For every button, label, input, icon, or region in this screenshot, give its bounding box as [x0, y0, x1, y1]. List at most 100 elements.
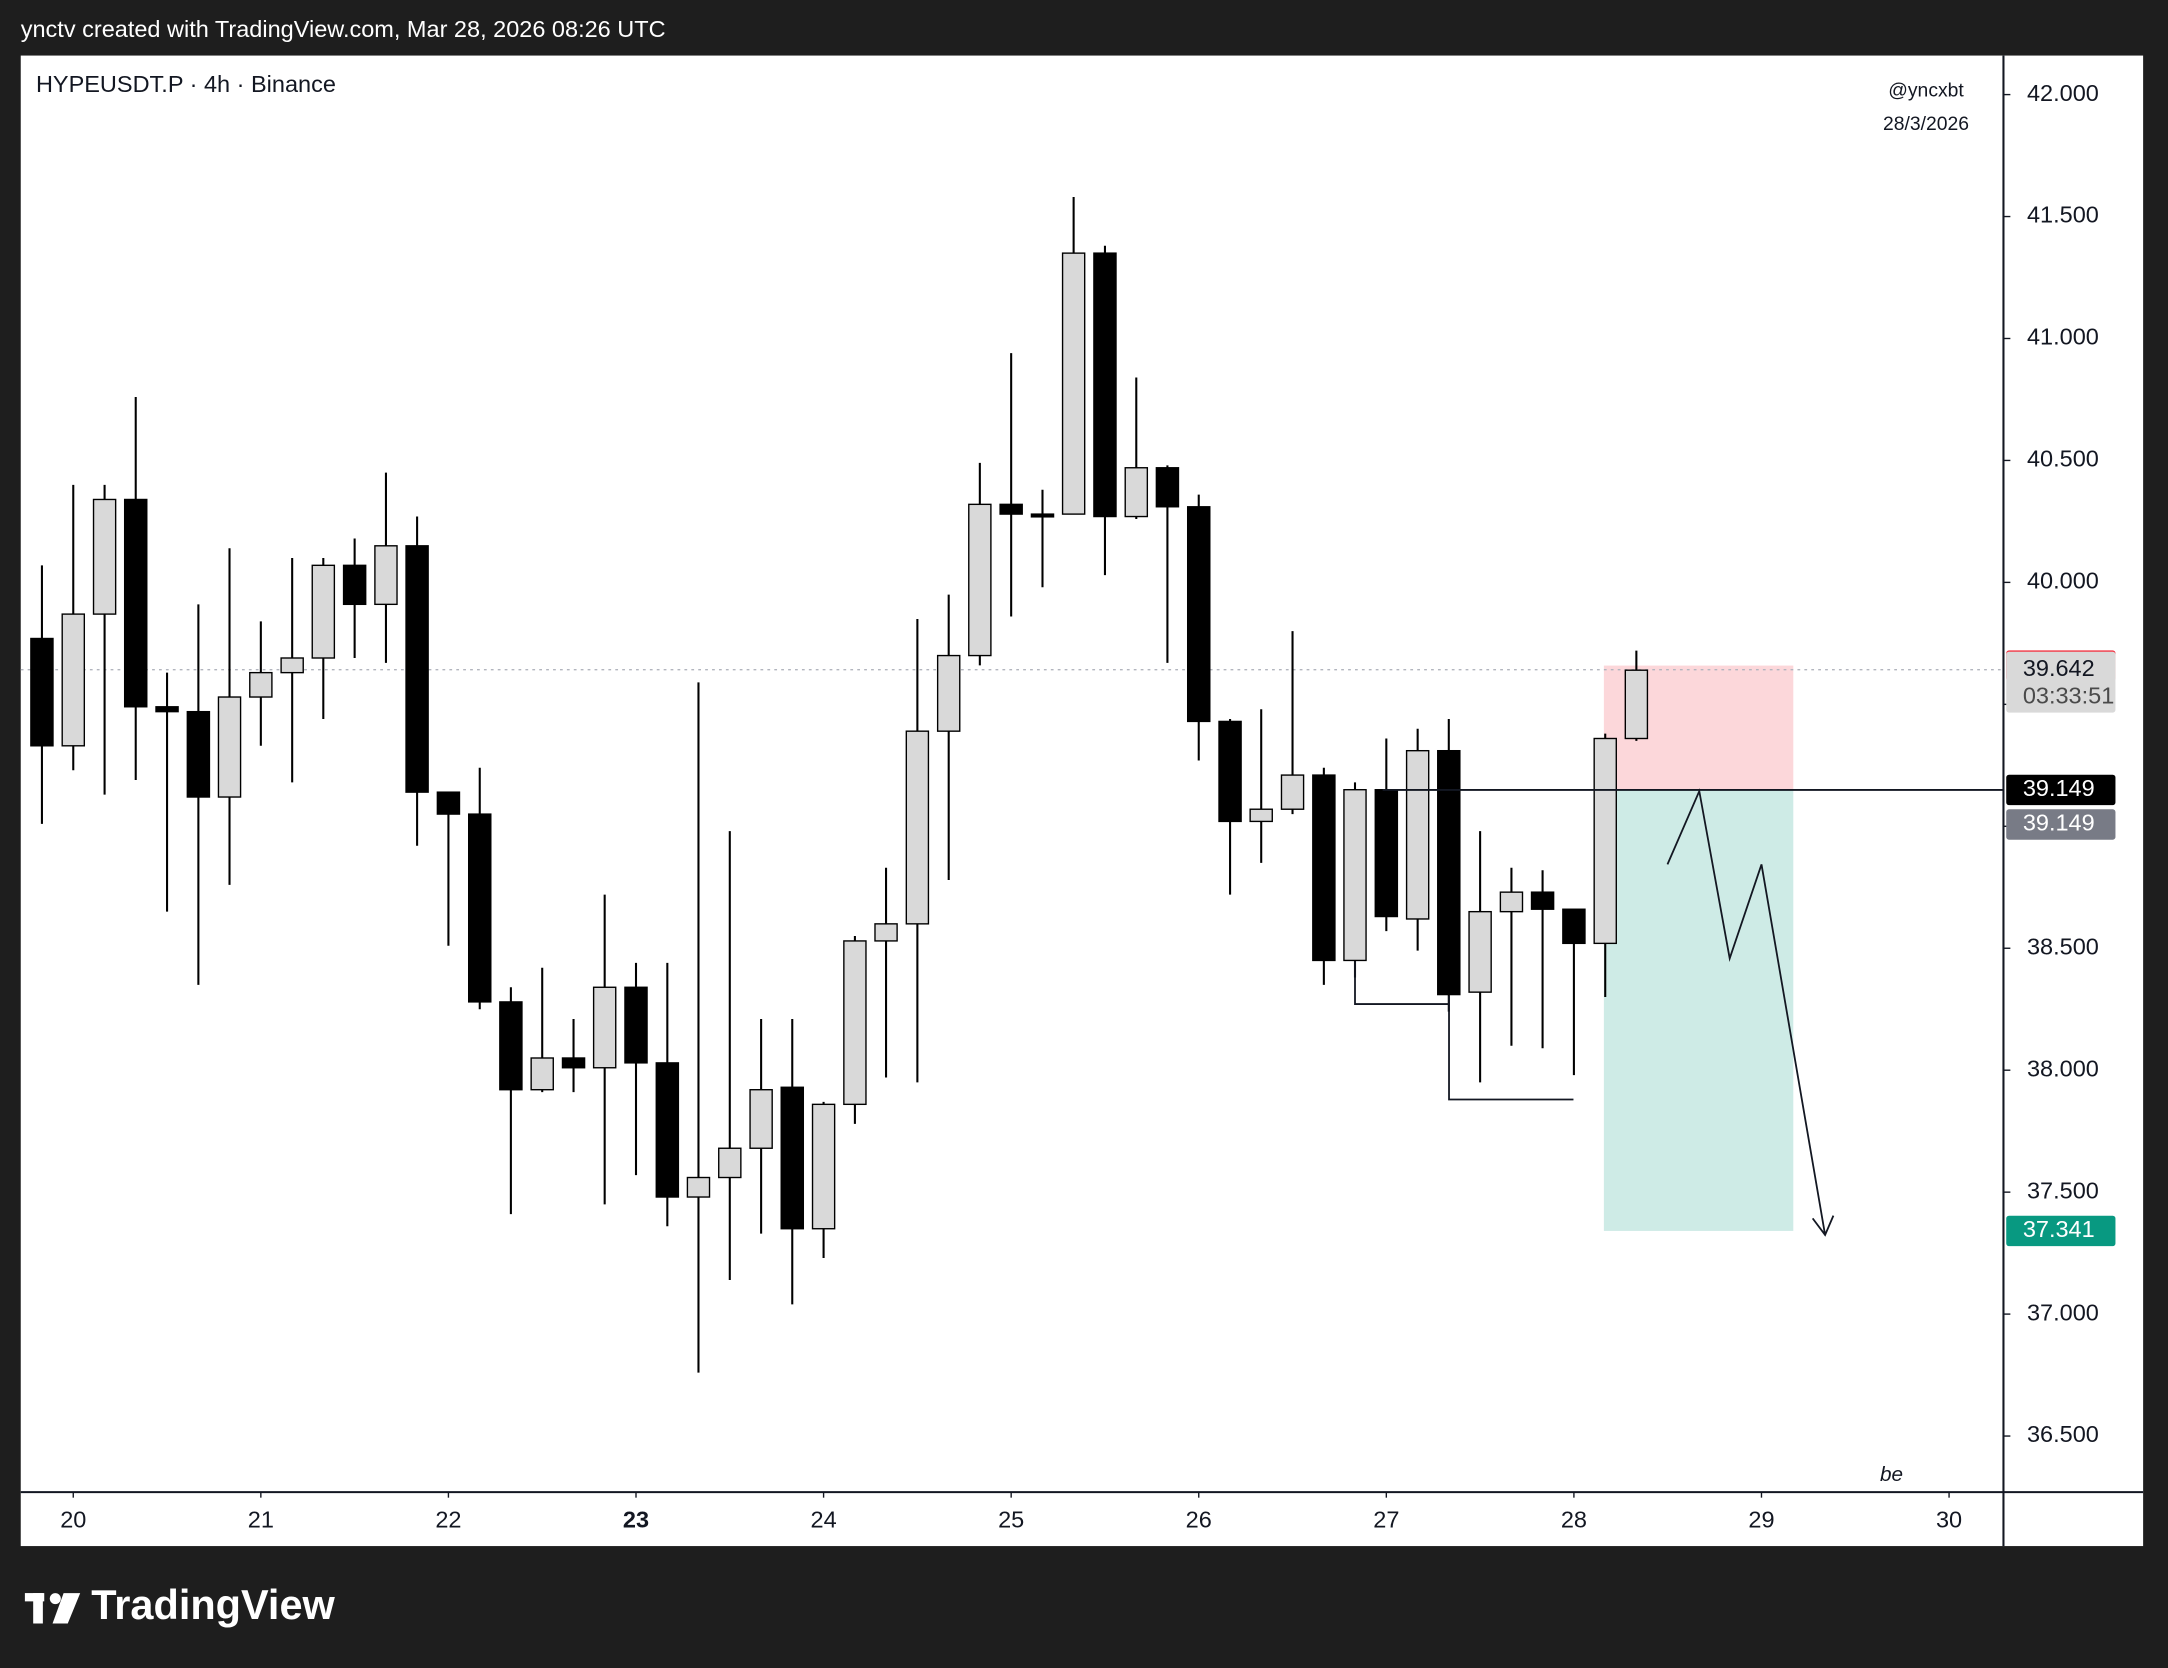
- candle-body: [1312, 774, 1336, 962]
- candle-body: [405, 545, 429, 793]
- candle-body: [1343, 789, 1367, 962]
- candle-body: [92, 498, 117, 615]
- candle-body: [1218, 720, 1242, 823]
- y-tick-label: 36.500: [2027, 1421, 2099, 1447]
- candle-body: [936, 654, 961, 732]
- candle-body: [1624, 669, 1649, 740]
- target-label: 37.341: [2023, 1216, 2095, 1242]
- candle-body: [1093, 252, 1117, 518]
- candle-body: [686, 1176, 711, 1198]
- logo-shape: [49, 1593, 61, 1605]
- candle-body: [1280, 774, 1305, 810]
- candle-body: [342, 564, 367, 606]
- logo-shape: [52, 1593, 81, 1624]
- current-price-label: 39.642: [2023, 655, 2095, 681]
- date: 28/3/2026: [1883, 113, 1969, 135]
- candle-body: [186, 710, 211, 798]
- candle-body: [1593, 737, 1617, 945]
- candle-body: [217, 696, 242, 798]
- support-line: [1354, 961, 1450, 1005]
- brand-logo: [24, 1593, 81, 1624]
- candle-body: [1061, 252, 1086, 515]
- candle-body: [968, 503, 992, 657]
- current-price-box: [2006, 651, 2116, 713]
- candle-body: [1405, 749, 1430, 920]
- x-tick-label: 20: [60, 1506, 86, 1532]
- annotation: be: [1880, 1463, 1903, 1486]
- candle-body: [718, 1147, 742, 1179]
- y-tick-label: 37.000: [2027, 1299, 2099, 1325]
- y-tick-label: 37.500: [2027, 1177, 2099, 1203]
- y-tick-label: 38.500: [2027, 933, 2099, 959]
- entry-label: 39.149: [2023, 775, 2095, 801]
- x-tick-label: 30: [1936, 1506, 1962, 1532]
- candle-body: [1249, 808, 1273, 823]
- candle-body: [1437, 749, 1461, 996]
- support-line: [1448, 995, 1574, 1101]
- candle-body: [655, 1062, 680, 1198]
- caption: ynctv created with TradingView.com, Mar …: [21, 16, 666, 42]
- candle-body: [436, 791, 461, 815]
- countdown: 03:33:51: [2023, 683, 2114, 709]
- x-tick-label: 26: [1186, 1506, 1212, 1532]
- x-tick-label: 21: [248, 1506, 274, 1532]
- candle-body: [1468, 910, 1492, 993]
- candle-body: [1562, 908, 1586, 945]
- plot: 36.50037.00037.50038.00038.50039.00039.5…: [20, 80, 2116, 1532]
- entry-label-secondary-box: [2006, 809, 2116, 840]
- y-tick-label: 38.000: [2027, 1055, 2099, 1081]
- brand: TradingView: [91, 1581, 335, 1628]
- projection-path: [1666, 788, 1826, 1236]
- candle-body: [843, 940, 867, 1106]
- candle-body: [624, 986, 648, 1064]
- candle-body: [155, 706, 179, 713]
- target-label-box: [2006, 1215, 2116, 1247]
- author: @yncxbt: [1888, 80, 1964, 102]
- candle-body: [530, 1057, 554, 1091]
- x-tick-label: 28: [1561, 1506, 1587, 1532]
- candle-body: [1499, 891, 1524, 913]
- candle-body: [561, 1057, 586, 1069]
- candle-body: [905, 730, 930, 925]
- symbol-title: HYPEUSDT.P · 4h · Binance: [36, 71, 336, 97]
- y-tick-label: 42.000: [2027, 80, 2099, 106]
- candle-body: [374, 545, 398, 606]
- y-tick-label: 40.500: [2027, 446, 2099, 472]
- candle-body: [280, 657, 304, 674]
- y-tick-label: 41.000: [2027, 324, 2099, 350]
- candle-body: [61, 613, 86, 747]
- target-zone: [1603, 789, 1794, 1231]
- x-tick-label: 27: [1373, 1506, 1399, 1532]
- candle-body: [1530, 891, 1555, 910]
- candle-body: [311, 564, 336, 659]
- candle-body: [874, 923, 898, 942]
- x-tick-label: 23: [623, 1506, 649, 1532]
- candle-body: [499, 1001, 523, 1091]
- x-tick-label: 22: [435, 1506, 461, 1532]
- candle-body: [30, 637, 54, 747]
- candle-body: [1374, 789, 1399, 918]
- entry-label-box: [2006, 774, 2116, 806]
- logo-shape: [33, 1593, 43, 1624]
- candle-body: [1186, 506, 1211, 723]
- candle-body: [249, 671, 273, 698]
- candle-body: [467, 813, 492, 1003]
- projection-arrow: [1811, 1215, 1835, 1237]
- candle-body: [592, 986, 617, 1069]
- y-tick-label: 40.000: [2027, 568, 2099, 594]
- candle-body: [999, 503, 1023, 515]
- candle-body: [123, 498, 148, 708]
- candle-body: [1030, 513, 1055, 518]
- candle-body: [749, 1089, 773, 1149]
- x-tick-label: 29: [1748, 1506, 1774, 1532]
- x-tick-label: 24: [811, 1506, 837, 1532]
- entry-label-secondary: 39.149: [2023, 810, 2095, 836]
- x-tick-label: 25: [998, 1506, 1024, 1532]
- candle-body: [780, 1086, 805, 1230]
- y-tick-label: 41.500: [2027, 202, 2099, 228]
- drawings: [1354, 788, 1835, 1237]
- candle-body: [1124, 467, 1149, 518]
- candle-body: [1155, 467, 1180, 508]
